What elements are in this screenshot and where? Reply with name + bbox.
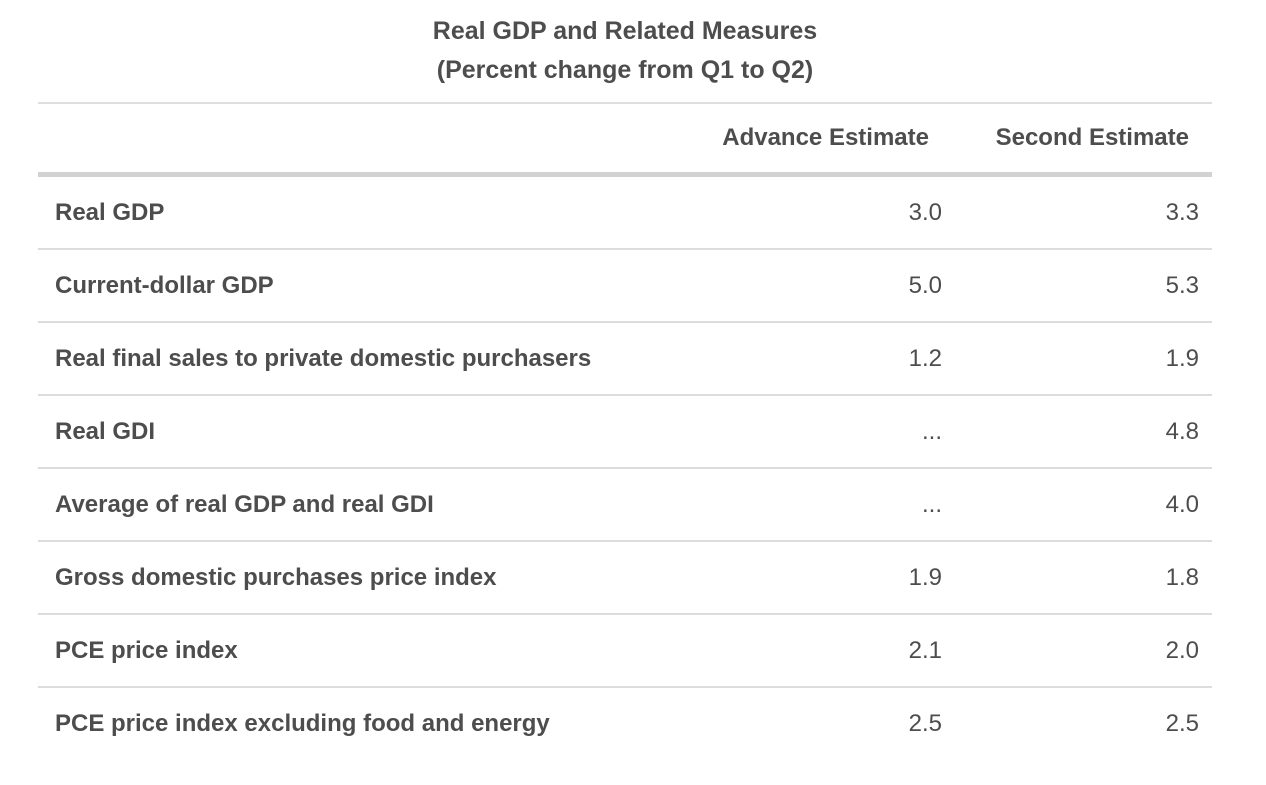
table-row: Gross domestic purchases price index 1.9…: [38, 541, 1212, 615]
advance-value: 1.2: [701, 322, 956, 396]
advance-value: ...: [701, 468, 956, 542]
table-header: Advance Estimate Second Estimate: [38, 102, 1212, 177]
advance-value: ...: [701, 395, 956, 469]
row-label: Gross domestic purchases price index: [38, 541, 701, 615]
table-body: Real GDP 3.0 3.3 Current-dollar GDP 5.0 …: [38, 174, 1212, 760]
gdp-estimates-table: Advance Estimate Second Estimate Real GD…: [38, 102, 1212, 759]
second-value: 2.0: [956, 614, 1212, 688]
advance-value: 5.0: [701, 249, 956, 323]
header-row: Advance Estimate Second Estimate: [38, 102, 1212, 177]
row-label: Real GDI: [38, 395, 701, 469]
title-line-2: (Percent change from Q1 to Q2): [436, 56, 814, 84]
row-label: Real GDP: [38, 174, 701, 250]
advance-value: 1.9: [701, 541, 956, 615]
row-label: Current-dollar GDP: [38, 249, 701, 323]
second-value: 5.3: [956, 249, 1212, 323]
second-value: 4.0: [956, 468, 1212, 542]
table-row: Real final sales to private domestic pur…: [38, 322, 1212, 396]
row-label: PCE price index excluding food and energ…: [55, 709, 550, 737]
table-row: Real GDI ... 4.8: [38, 395, 1212, 469]
table-row: Current-dollar GDP 5.0 5.3: [38, 249, 1212, 323]
row-label: PCE price index: [38, 614, 701, 688]
second-value: 2.5: [1165, 709, 1199, 737]
second-value: 3.3: [956, 174, 1212, 250]
second-value: 1.8: [956, 541, 1212, 615]
table-row: PCE price index 2.1 2.0: [38, 614, 1212, 688]
table-container: Real GDP and Related Measures (Percent c…: [38, 0, 1212, 759]
second-value: 4.8: [956, 395, 1212, 469]
table-title: Real GDP and Related Measures (Percent c…: [38, 0, 1212, 90]
advance-value: 2.5: [908, 709, 942, 737]
second-value: 1.9: [956, 322, 1212, 396]
table-row: PCE price index excluding food and energ…: [38, 687, 1212, 759]
column-header-label: [38, 102, 701, 177]
title-line-1: Real GDP and Related Measures: [432, 17, 818, 45]
row-label: Real final sales to private domestic pur…: [38, 322, 701, 396]
advance-value: 2.1: [701, 614, 956, 688]
row-label: Average of real GDP and real GDI: [38, 468, 701, 542]
table-row: Real GDP 3.0 3.3: [38, 174, 1212, 250]
column-header-advance-estimate: Advance Estimate: [701, 102, 956, 177]
column-header-second-estimate: Second Estimate: [956, 102, 1212, 177]
advance-value: 3.0: [701, 174, 956, 250]
table-row: Average of real GDP and real GDI ... 4.0: [38, 468, 1212, 542]
